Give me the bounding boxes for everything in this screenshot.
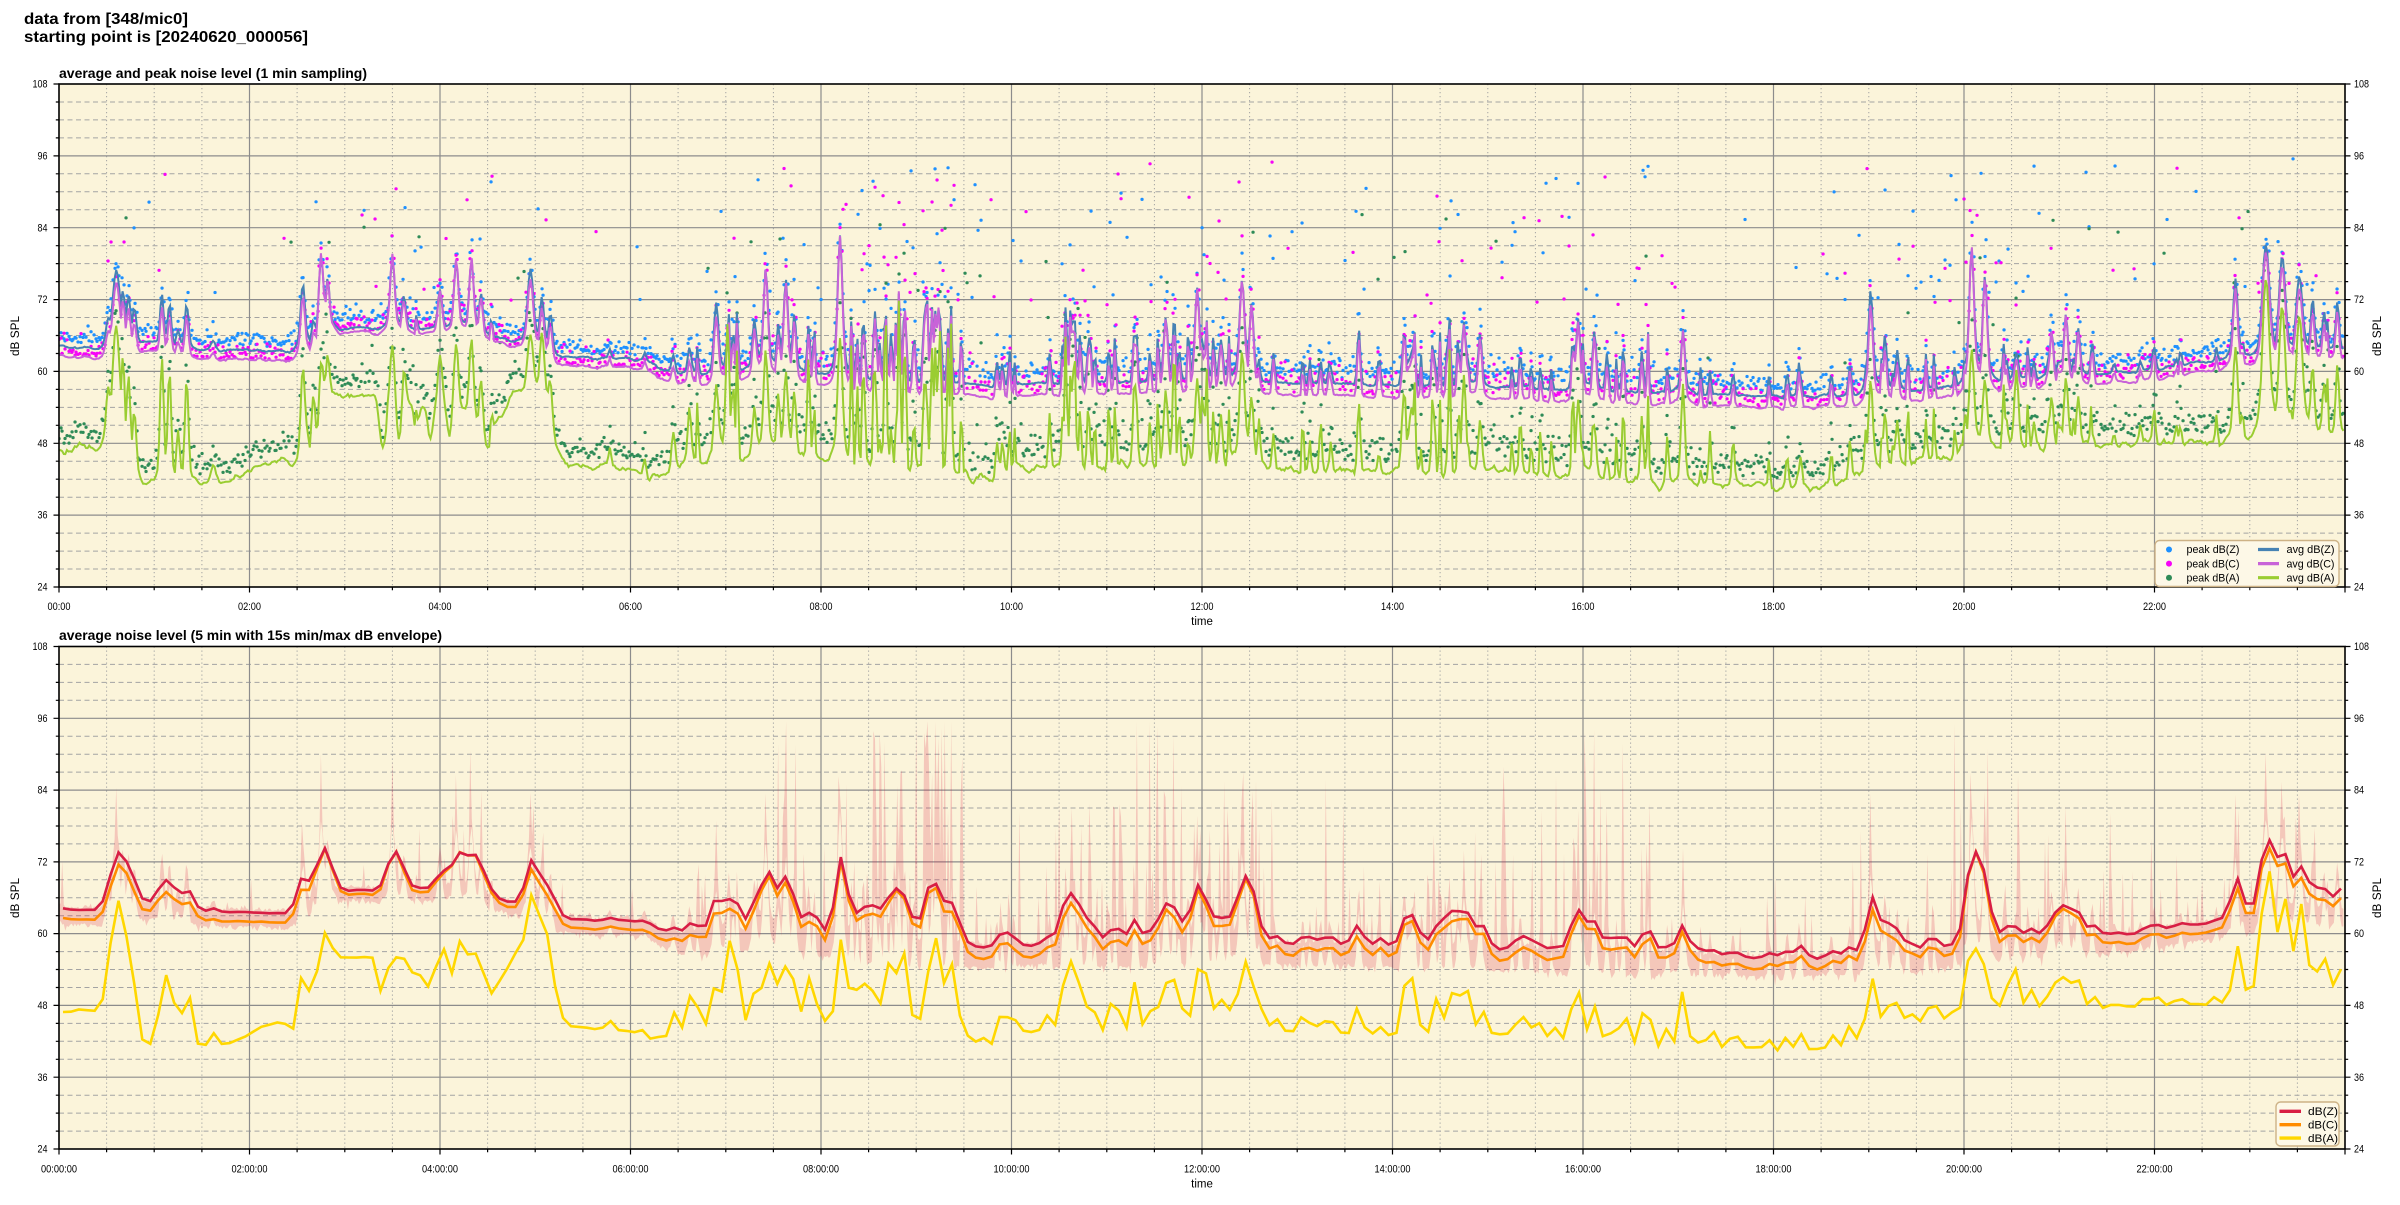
svg-text:96: 96: [38, 151, 48, 163]
svg-text:20:00: 20:00: [1953, 601, 1976, 613]
svg-text:10:00:00: 10:00:00: [994, 1164, 1030, 1176]
svg-text:time: time: [1191, 616, 1213, 628]
svg-text:08:00: 08:00: [810, 601, 833, 613]
svg-text:dB SPL: dB SPL: [2372, 877, 2384, 918]
svg-text:36: 36: [38, 510, 48, 522]
svg-text:average noise level (5 min wit: average noise level (5 min with 15s min/…: [59, 628, 442, 643]
svg-text:84: 84: [2354, 785, 2364, 797]
svg-text:108: 108: [2354, 641, 2369, 653]
svg-text:84: 84: [38, 222, 48, 234]
svg-text:dB(Z): dB(Z): [2308, 1106, 2338, 1118]
svg-text:06:00: 06:00: [619, 601, 642, 613]
svg-text:22:00: 22:00: [2143, 601, 2166, 613]
svg-text:06:00:00: 06:00:00: [613, 1164, 649, 1176]
svg-text:96: 96: [38, 713, 48, 725]
svg-text:dB(A): dB(A): [2308, 1133, 2338, 1145]
svg-text:02:00: 02:00: [238, 601, 261, 613]
svg-text:60: 60: [2354, 366, 2364, 378]
svg-text:peak dB(Z): peak dB(Z): [2187, 544, 2240, 556]
svg-text:dB SPL: dB SPL: [10, 877, 22, 918]
svg-text:12:00:00: 12:00:00: [1184, 1164, 1220, 1176]
svg-text:72: 72: [38, 857, 48, 869]
svg-text:36: 36: [2354, 510, 2364, 522]
svg-text:96: 96: [2354, 151, 2364, 163]
svg-text:18:00:00: 18:00:00: [1756, 1164, 1792, 1176]
svg-text:72: 72: [2354, 294, 2364, 306]
svg-text:48: 48: [38, 438, 48, 450]
svg-text:24: 24: [38, 582, 48, 594]
svg-text:dB(C): dB(C): [2308, 1119, 2338, 1131]
svg-text:22:00:00: 22:00:00: [2137, 1164, 2173, 1176]
svg-text:36: 36: [2354, 1072, 2364, 1084]
svg-text:48: 48: [38, 1000, 48, 1012]
svg-text:dB SPL: dB SPL: [10, 315, 22, 356]
svg-text:60: 60: [38, 928, 48, 940]
svg-text:48: 48: [2354, 438, 2364, 450]
svg-text:14:00: 14:00: [1381, 601, 1404, 613]
svg-text:84: 84: [38, 785, 48, 797]
svg-text:00:00:00: 00:00:00: [41, 1164, 77, 1176]
svg-text:00:00: 00:00: [48, 601, 71, 613]
svg-text:02:00:00: 02:00:00: [232, 1164, 268, 1176]
svg-text:24: 24: [2354, 1144, 2364, 1156]
svg-text:12:00: 12:00: [1191, 601, 1214, 613]
svg-text:04:00:00: 04:00:00: [422, 1164, 458, 1176]
svg-text:time: time: [1191, 1179, 1213, 1191]
svg-text:24: 24: [38, 1144, 48, 1156]
svg-text:72: 72: [2354, 857, 2364, 869]
svg-text:60: 60: [38, 366, 48, 378]
svg-text:starting point is [20240620_00: starting point is [20240620_000056]: [24, 29, 308, 46]
svg-text:peak dB(C): peak dB(C): [2187, 558, 2240, 570]
svg-text:18:00: 18:00: [1762, 601, 1785, 613]
svg-text:14:00:00: 14:00:00: [1375, 1164, 1411, 1176]
svg-text:96: 96: [2354, 713, 2364, 725]
svg-text:36: 36: [38, 1072, 48, 1084]
svg-text:16:00: 16:00: [1572, 601, 1595, 613]
svg-text:08:00:00: 08:00:00: [803, 1164, 839, 1176]
svg-text:20:00:00: 20:00:00: [1946, 1164, 1982, 1176]
svg-text:average and peak noise level (: average and peak noise level (1 min samp…: [59, 66, 367, 81]
svg-text:data from [348/mic0]: data from [348/mic0]: [24, 11, 188, 28]
svg-text:84: 84: [2354, 222, 2364, 234]
svg-text:48: 48: [2354, 1000, 2364, 1012]
svg-text:60: 60: [2354, 928, 2364, 940]
svg-text:108: 108: [33, 641, 48, 653]
svg-text:avg dB(A): avg dB(A): [2287, 572, 2335, 584]
svg-text:72: 72: [38, 294, 48, 306]
svg-text:108: 108: [2354, 79, 2369, 91]
svg-text:108: 108: [33, 79, 48, 91]
svg-text:avg dB(C): avg dB(C): [2287, 558, 2335, 570]
svg-text:peak dB(A): peak dB(A): [2187, 572, 2240, 584]
svg-text:10:00: 10:00: [1000, 601, 1023, 613]
svg-text:04:00: 04:00: [429, 601, 452, 613]
svg-text:16:00:00: 16:00:00: [1565, 1164, 1601, 1176]
svg-text:avg dB(Z): avg dB(Z): [2287, 544, 2335, 556]
svg-text:24: 24: [2354, 582, 2364, 594]
svg-text:dB SPL: dB SPL: [2372, 315, 2384, 356]
